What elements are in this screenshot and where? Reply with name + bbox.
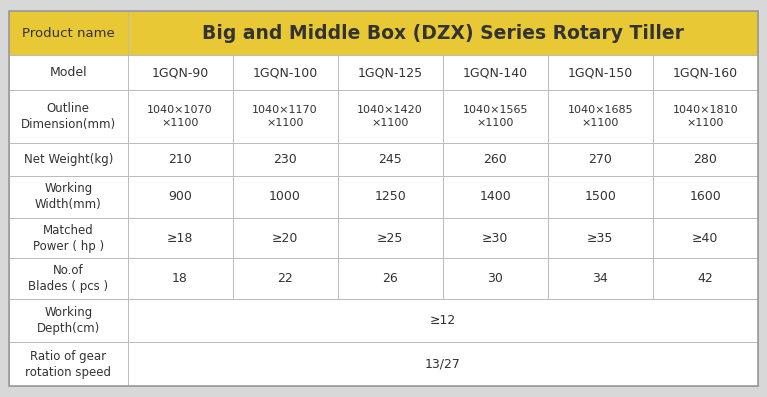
Text: Product name: Product name — [22, 27, 115, 40]
Bar — [443, 218, 548, 258]
Text: Working
Width(mm): Working Width(mm) — [35, 182, 102, 211]
Bar — [127, 90, 232, 143]
Bar — [127, 258, 232, 299]
Text: 1GQN-90: 1GQN-90 — [151, 66, 209, 79]
Text: ≥35: ≥35 — [587, 231, 614, 245]
Text: 1GQN-160: 1GQN-160 — [673, 66, 738, 79]
Text: No.of
Blades ( pcs ): No.of Blades ( pcs ) — [28, 264, 108, 293]
Text: Working
Depth(cm): Working Depth(cm) — [37, 306, 100, 335]
Text: 900: 900 — [168, 190, 192, 203]
Bar — [443, 90, 548, 143]
Bar — [653, 218, 758, 258]
Bar — [9, 258, 127, 299]
Bar — [232, 143, 337, 176]
Text: 245: 245 — [378, 153, 402, 166]
Text: 1GQN-150: 1GQN-150 — [568, 66, 633, 79]
Bar — [443, 176, 548, 218]
Text: 1040×1685
×1100: 1040×1685 ×1100 — [568, 105, 633, 128]
Bar — [127, 176, 232, 218]
Text: 42: 42 — [697, 272, 713, 285]
Text: ≥20: ≥20 — [272, 231, 298, 245]
Bar — [548, 56, 653, 90]
Bar — [9, 143, 127, 176]
Text: 1040×1810
×1100: 1040×1810 ×1100 — [673, 105, 738, 128]
Bar — [337, 143, 443, 176]
Text: 13/27: 13/27 — [425, 358, 461, 371]
Text: ≥30: ≥30 — [482, 231, 509, 245]
Bar — [9, 90, 127, 143]
Bar — [127, 218, 232, 258]
Bar — [9, 11, 127, 56]
Bar — [127, 11, 758, 56]
Text: 1GQN-125: 1GQN-125 — [357, 66, 423, 79]
Bar — [443, 143, 548, 176]
Bar — [9, 56, 127, 90]
Bar — [548, 176, 653, 218]
Bar — [337, 258, 443, 299]
Text: ≥12: ≥12 — [430, 314, 456, 327]
Bar — [9, 342, 127, 386]
Text: 1GQN-140: 1GQN-140 — [463, 66, 528, 79]
Bar — [548, 218, 653, 258]
Text: 280: 280 — [693, 153, 717, 166]
Text: 34: 34 — [592, 272, 608, 285]
Text: 1040×1170
×1100: 1040×1170 ×1100 — [252, 105, 318, 128]
Bar — [548, 90, 653, 143]
Text: 270: 270 — [588, 153, 612, 166]
Text: Big and Middle Box (DZX) Series Rotary Tiller: Big and Middle Box (DZX) Series Rotary T… — [202, 24, 683, 43]
Text: 260: 260 — [483, 153, 507, 166]
Bar — [548, 258, 653, 299]
Text: 30: 30 — [487, 272, 503, 285]
Text: ≥40: ≥40 — [692, 231, 719, 245]
Bar — [337, 218, 443, 258]
Bar — [653, 56, 758, 90]
Text: 1GQN-100: 1GQN-100 — [252, 66, 318, 79]
Bar — [232, 56, 337, 90]
Bar — [127, 342, 758, 386]
Bar — [653, 258, 758, 299]
Bar — [232, 218, 337, 258]
Bar — [443, 56, 548, 90]
Text: 1040×1565
×1100: 1040×1565 ×1100 — [463, 105, 528, 128]
Text: Outline
Dimension(mm): Outline Dimension(mm) — [21, 102, 116, 131]
Bar — [337, 90, 443, 143]
Bar — [443, 258, 548, 299]
Bar — [548, 143, 653, 176]
Text: 210: 210 — [168, 153, 192, 166]
Bar — [653, 90, 758, 143]
Bar — [127, 299, 758, 342]
Text: 1000: 1000 — [269, 190, 301, 203]
Bar — [232, 176, 337, 218]
Bar — [337, 176, 443, 218]
Bar — [127, 56, 232, 90]
Bar — [9, 218, 127, 258]
Text: 230: 230 — [273, 153, 297, 166]
Text: 22: 22 — [277, 272, 293, 285]
Text: 18: 18 — [172, 272, 188, 285]
Bar — [127, 143, 232, 176]
Bar — [653, 176, 758, 218]
Text: 1400: 1400 — [479, 190, 511, 203]
Text: 1040×1070
×1100: 1040×1070 ×1100 — [147, 105, 212, 128]
Text: 1600: 1600 — [690, 190, 721, 203]
Text: Matched
Power ( hp ): Matched Power ( hp ) — [33, 224, 104, 252]
Bar — [337, 56, 443, 90]
Text: Model: Model — [50, 66, 87, 79]
Bar — [9, 176, 127, 218]
Text: ≥25: ≥25 — [377, 231, 403, 245]
Text: Ratio of gear
rotation speed: Ratio of gear rotation speed — [25, 350, 111, 379]
Text: 1500: 1500 — [584, 190, 616, 203]
Text: 1250: 1250 — [374, 190, 406, 203]
Text: ≥18: ≥18 — [167, 231, 193, 245]
Bar — [232, 90, 337, 143]
Text: Net Weight(kg): Net Weight(kg) — [24, 153, 113, 166]
Bar — [9, 299, 127, 342]
Bar — [232, 258, 337, 299]
Bar — [653, 143, 758, 176]
Text: 26: 26 — [382, 272, 398, 285]
Text: 1040×1420
×1100: 1040×1420 ×1100 — [357, 105, 423, 128]
